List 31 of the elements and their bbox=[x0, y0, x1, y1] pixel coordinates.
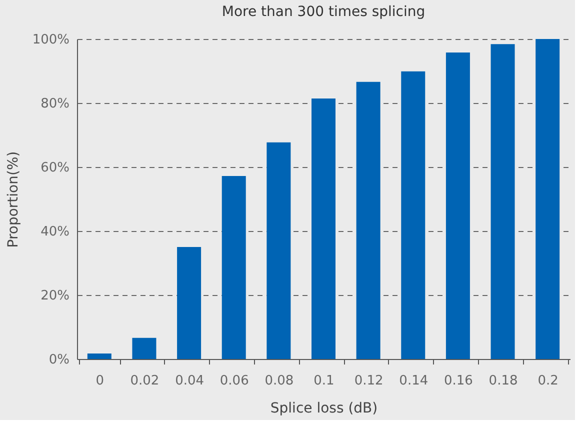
x-tick-label: 0.06 bbox=[220, 374, 249, 388]
bar bbox=[312, 98, 336, 359]
x-tick-label: 0 bbox=[96, 374, 104, 388]
bar bbox=[177, 247, 202, 359]
x-tick-label: 0.16 bbox=[444, 374, 473, 388]
y-tick-label: 40% bbox=[40, 224, 70, 240]
bar bbox=[132, 338, 156, 359]
x-tick-label: 0.2 bbox=[538, 374, 558, 388]
bar bbox=[446, 52, 470, 359]
bar bbox=[401, 71, 426, 359]
bar bbox=[536, 39, 560, 359]
bar bbox=[490, 44, 515, 359]
bar bbox=[87, 354, 112, 359]
bar bbox=[356, 82, 380, 359]
y-tick-label: 20% bbox=[40, 288, 70, 304]
x-tick-label: 0.1 bbox=[314, 374, 334, 388]
x-tick-label: 0.04 bbox=[175, 374, 204, 388]
bar bbox=[266, 142, 291, 359]
x-tick-label: 0.02 bbox=[130, 374, 160, 388]
x-tick-label: 0.18 bbox=[488, 374, 518, 388]
y-axis-title: Proportion(%) bbox=[5, 151, 22, 248]
bar bbox=[222, 176, 246, 359]
y-tick-label: 100% bbox=[32, 32, 70, 48]
y-tick-label: 0% bbox=[48, 352, 70, 368]
x-tick-label: 0.14 bbox=[399, 374, 428, 388]
y-tick-label: 80% bbox=[40, 96, 70, 112]
chart-title: More than 300 times splicing bbox=[222, 4, 426, 20]
y-tick-label: 60% bbox=[40, 160, 70, 176]
x-axis-title: Splice loss (dB) bbox=[270, 400, 378, 416]
x-tick-label: 0.08 bbox=[264, 374, 294, 388]
x-tick-label: 0.12 bbox=[354, 374, 384, 388]
